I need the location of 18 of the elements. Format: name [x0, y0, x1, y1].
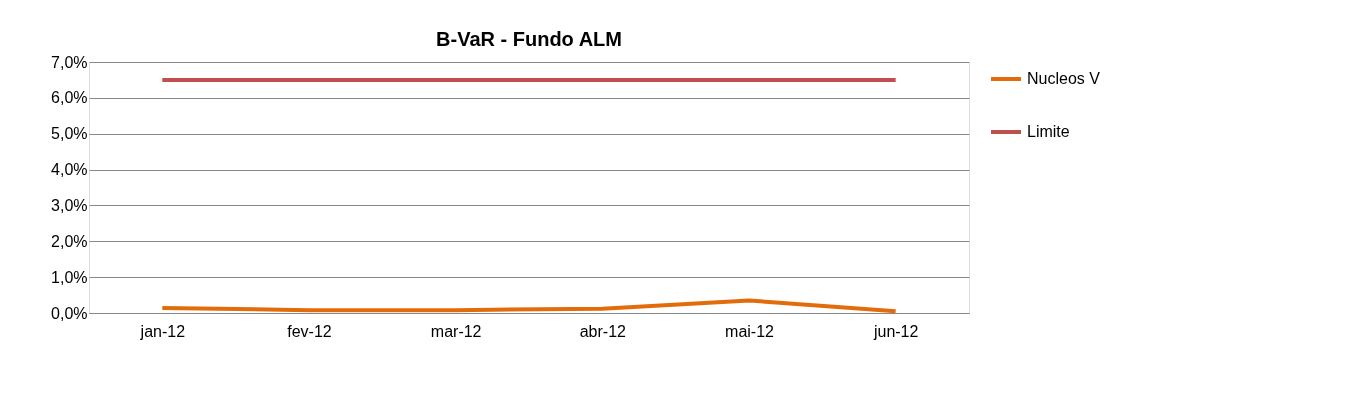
legend-label: Nucleos V — [1027, 70, 1101, 87]
legend-label: Limite — [1027, 123, 1070, 140]
x-tick-label: mai-12 — [725, 322, 775, 340]
y-tick-label: 5,0% — [51, 125, 88, 143]
y-tick-label: 3,0% — [51, 196, 88, 214]
x-tick-label: fev-12 — [287, 322, 332, 340]
y-tick-label: 7,0% — [51, 53, 88, 71]
x-tick-label: jan-12 — [139, 322, 186, 340]
y-tick-label: 0,0% — [51, 304, 88, 322]
y-tick-label: 2,0% — [51, 232, 88, 250]
chart-title: B-VaR - Fundo ALM — [436, 28, 622, 50]
y-tick-label: 6,0% — [51, 89, 88, 107]
y-tick-label: 4,0% — [51, 161, 88, 179]
x-tick-label: mar-12 — [430, 322, 482, 340]
line-series — [160, 298, 898, 314]
x-tick-label: jun-12 — [872, 322, 919, 340]
y-tick-label: 1,0% — [51, 268, 88, 286]
x-tick-label: abr-12 — [579, 322, 627, 340]
